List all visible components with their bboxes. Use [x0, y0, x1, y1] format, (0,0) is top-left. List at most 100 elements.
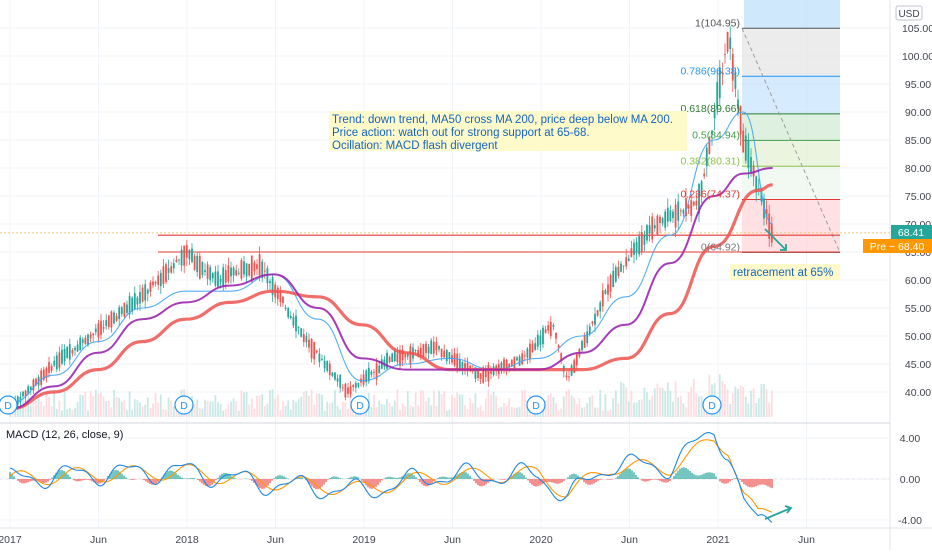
price-tick-label: 80.00 — [905, 163, 931, 175]
candle-body — [581, 341, 583, 350]
volume-bar — [675, 381, 677, 417]
fib-label: 1(104.95) — [695, 17, 740, 29]
candle-body — [202, 262, 204, 275]
volume-bar — [558, 411, 560, 417]
macd-histogram-bar — [199, 479, 201, 482]
macd-histogram-bar — [697, 476, 699, 479]
macd-histogram-bar — [665, 479, 667, 483]
volume-bar — [90, 391, 92, 417]
volume-bar — [142, 406, 144, 417]
macd-histogram-bar — [275, 477, 277, 479]
macd-histogram-bar — [743, 479, 745, 484]
volume-bar — [667, 383, 669, 417]
volume-bar — [581, 408, 583, 417]
candle-body — [150, 283, 152, 292]
candle-body — [100, 321, 102, 335]
volume-bar — [204, 400, 206, 417]
dividend-marker[interactable]: D — [703, 396, 721, 414]
candle-body — [61, 350, 63, 364]
volume-bar — [168, 397, 170, 417]
candle-body — [771, 224, 773, 243]
candle-body — [79, 338, 81, 351]
volume-bar — [727, 390, 729, 417]
volume-bar — [199, 408, 201, 417]
candle-body — [311, 339, 313, 358]
macd-histogram-bar — [629, 469, 631, 479]
candle-body — [599, 302, 601, 311]
macd-histogram-bar — [45, 479, 47, 483]
volume-bar — [625, 387, 627, 417]
macd-histogram-bar — [79, 479, 81, 481]
candle-body — [316, 351, 318, 353]
volume-bar — [373, 395, 375, 417]
fibonacci-zones — [742, 0, 840, 252]
macd-histogram-bar — [699, 475, 701, 479]
macd-histogram-bar — [361, 479, 363, 481]
dividend-letter: D — [356, 400, 364, 412]
volume-bar — [469, 398, 471, 417]
macd-histogram-bar — [747, 479, 749, 487]
currency-badge[interactable]: USD — [896, 6, 922, 20]
dividend-marker[interactable]: D — [527, 396, 545, 414]
candle-body — [290, 316, 292, 318]
macd-histogram-bar — [321, 479, 323, 487]
volume-bar — [664, 391, 666, 417]
macd-title[interactable]: MACD (12, 26, close, 9) — [6, 429, 123, 441]
retracement-note[interactable]: retracement at 65% — [730, 264, 840, 280]
macd-histogram-bar — [287, 478, 289, 479]
volume-bar — [131, 410, 133, 417]
candle-body — [446, 350, 448, 361]
macd-histogram-bar — [641, 479, 643, 481]
candle-body — [662, 218, 664, 223]
macd-histogram-bar — [477, 479, 479, 485]
candle-body — [644, 235, 646, 245]
volume-bar — [451, 395, 453, 417]
price-axis[interactable]: 105.00100.0095.0090.0085.0080.0075.0070.… — [902, 23, 932, 399]
candle-body — [423, 344, 425, 357]
macd-histogram-bar — [615, 478, 617, 479]
macd-histogram-bar — [749, 479, 751, 487]
candle-body — [95, 329, 97, 333]
volume-bar — [428, 398, 430, 417]
volume-bar — [20, 408, 22, 417]
macd-histogram-bar — [637, 477, 639, 479]
macd-histogram-bar — [687, 469, 689, 479]
macd-histogram-bar — [651, 479, 653, 480]
volume-bar — [48, 397, 50, 417]
candle-body — [404, 355, 406, 358]
dividend-marker[interactable]: D — [0, 396, 17, 414]
candle-body — [480, 373, 482, 379]
volume-bar — [443, 391, 445, 417]
macd-histogram-bar — [81, 479, 83, 481]
macd-histogram-bar — [347, 478, 349, 479]
dividend-marker[interactable]: D — [175, 396, 193, 414]
macd-axis[interactable]: 4.000.00-4.00 — [898, 433, 922, 527]
macd-histogram-bar — [325, 479, 327, 482]
analysis-annotation[interactable]: Trend: down trend, MA50 cross MA 200, pr… — [329, 111, 687, 152]
macd-histogram-bar — [677, 471, 679, 479]
macd-histogram-bar — [591, 479, 593, 484]
macd-histogram-bar — [67, 475, 69, 479]
macd-histogram-bar — [379, 479, 381, 483]
volume-bar — [152, 404, 154, 417]
macd-histogram-bar — [301, 478, 303, 479]
volume-bar — [599, 390, 601, 417]
volume-bar — [98, 394, 100, 417]
candle-body — [186, 245, 188, 257]
time-tick-label: 2017 — [0, 534, 22, 546]
macd-histogram-bar — [413, 475, 415, 479]
dividend-marker[interactable]: D — [351, 396, 369, 414]
candle-body — [670, 210, 672, 221]
candle-body — [729, 38, 731, 49]
candle-body — [254, 263, 256, 272]
macd-histogram-bar — [723, 479, 725, 484]
candle-body — [592, 322, 594, 324]
macd-histogram-bar — [673, 476, 675, 479]
candle-body — [56, 355, 58, 369]
volume-bar — [295, 402, 297, 417]
macd-histogram-bar — [181, 478, 183, 479]
volume-bar — [27, 394, 29, 417]
candle-body — [345, 384, 347, 398]
